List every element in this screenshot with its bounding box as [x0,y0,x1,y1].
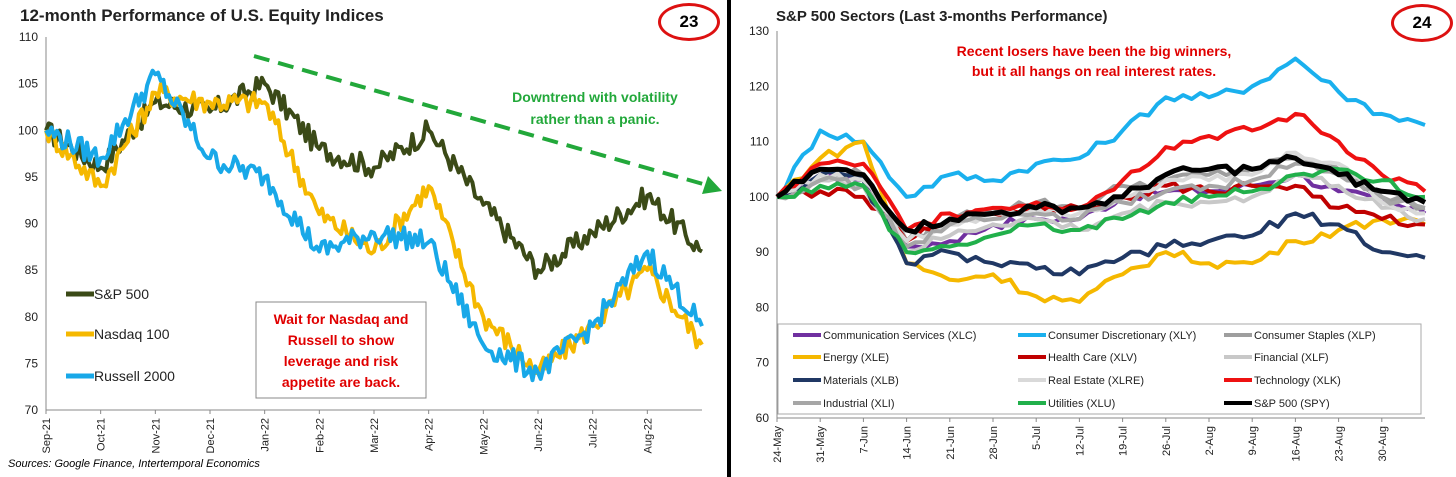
y-tick-label-60: 60 [756,411,770,425]
x-tick-label-31-may: 31-May [815,426,827,463]
y-tick-label-90: 90 [25,217,39,231]
x-tick-label-24-may: 24-May [772,426,784,463]
x-tick-label-apr-22: Apr-22 [424,418,436,451]
legend-label-communication-services-xlc: Communication Services (XLC) [823,330,976,342]
legend-label-financial-xlf: Financial (XLF) [1254,352,1329,364]
left-chart-title: 12-month Performance of U.S. Equity Indi… [20,6,384,25]
right-chart-svg: 60 70 80 90 100 110 120 130 24-May 31-May 7-Jun 14-… [749,24,1427,463]
legend-label-nasdaq-100: Nasdaq 100 [94,326,170,342]
right-chart-title: S&P 500 Sectors (Last 3-months Performan… [776,8,1108,25]
x-tick-label-23-aug: 23-Aug [1334,426,1346,461]
right-chart-panel: S&P 500 Sectors (Last 3-months Performan… [731,0,1456,477]
legend-label-industrial-xli: Industrial (XLI) [823,398,895,410]
x-tick-label-mar-22: Mar-22 [369,418,381,453]
legend-box [777,323,1422,415]
y-tick-label-110: 110 [750,135,769,149]
legend-label-materials-xlb: Materials (XLB) [823,375,899,387]
sector-annotation-line-2: but it all hangs on real interest rates. [972,63,1216,79]
annotation-box-line-1: Wait for Nasdaq and [274,311,409,327]
x-tick-label-oct-21: Oct-21 [96,418,108,451]
x-tick-label-12-jul: 12-Jul [1074,426,1086,456]
series-line-russell-2000 [44,68,704,383]
left-chart-number-badge: 23 [658,3,720,41]
sector-annotation-line-1: Recent losers have been the big winners, [957,43,1232,59]
x-tick-label-jul-22: Jul-22 [588,418,600,448]
y-tick-label-80: 80 [25,310,39,324]
legend-label-utilities-xlu: Utilities (XLU) [1048,398,1115,410]
x-tick-label-2-aug: 2-Aug [1204,426,1216,455]
x-tick-label-aug-22: Aug-22 [642,418,654,453]
x-tick-label-30-aug: 30-Aug [1377,426,1389,461]
legend-label-energy-xle: Energy (XLE) [823,352,889,364]
trend-annotation-line-1: Downtrend with volatility [512,89,678,105]
legend-label-real-estate-xlre: Real Estate (XLRE) [1048,375,1144,387]
y-tick-label-95: 95 [25,170,39,184]
x-tick-label-16-aug: 16-Aug [1290,426,1302,461]
y-tick-label-75: 75 [25,356,39,370]
legend-label-russell-2000: Russell 2000 [94,368,175,384]
series-line-consumer-discretionary-xly [775,56,1426,199]
y-tick-label-70: 70 [756,356,770,370]
series-line-technology-xlk [775,111,1427,232]
x-tick-label-28-jun: 28-Jun [988,426,1000,460]
left-chart-svg: 70 75 80 85 90 95 100 105 110 Sep-21 Oct-21 Nov-21 D… [18,30,722,455]
series-line-utilities-xlu [776,166,1426,256]
x-tick-label-sep-21: Sep-21 [41,418,53,453]
x-tick-label-19-jul: 19-Jul [1118,426,1130,456]
y-tick-label-105: 105 [18,77,38,91]
right-chart-number-badge: 24 [1391,4,1453,42]
left-chart-panel: 12-month Performance of U.S. Equity Indi… [0,0,727,477]
legend-label-s-p-500: S&P 500 [94,286,149,302]
legend-label-technology-xlk: Technology (XLK) [1254,375,1341,387]
x-tick-label-7-jun: 7-Jun [858,426,870,454]
annotation-box-line-2: Russell to show [288,332,395,348]
series-line-s-p-500 [44,75,703,280]
legend-label-consumer-staples-xlp: Consumer Staples (XLP) [1254,330,1376,342]
series-line-s-p-500-spy [775,153,1427,235]
annotation-box [255,301,427,399]
x-tick-label-21-jun: 21-Jun [945,426,957,460]
y-tick-label-100: 100 [749,190,769,204]
x-tick-label-9-aug: 9-Aug [1247,426,1259,455]
annotation-box-line-4: appetite are back. [282,374,400,390]
x-tick-label-may-22: May-22 [478,418,490,455]
y-tick-label-80: 80 [756,300,770,314]
x-tick-label-14-jun: 14-Jun [902,426,914,460]
legend-label-health-care-xlv: Health Care (XLV) [1048,352,1137,364]
x-tick-label-jan-22: Jan-22 [260,418,272,452]
y-tick-label-90: 90 [756,245,770,259]
y-tick-label-120: 120 [749,79,769,93]
x-tick-label-dec-21: Dec-21 [205,418,217,453]
x-tick-label-26-jul: 26-Jul [1161,426,1173,456]
trend-arrow-line [253,54,711,188]
source-note: Sources: Google Finance, Intertemporal E… [8,458,260,470]
y-tick-label-100: 100 [18,123,38,137]
x-tick-label-feb-22: Feb-22 [314,418,326,453]
legend-label-consumer-discretionary-xly: Consumer Discretionary (XLY) [1048,330,1196,342]
x-tick-label-nov-21: Nov-21 [150,418,162,453]
annotation-box-line-3: leverage and risk [284,353,399,369]
legend-label-s-p-500-spy: S&P 500 (SPY) [1254,398,1330,410]
trend-arrow-head [702,176,722,194]
y-tick-label-110: 110 [19,30,38,44]
y-tick-label-70: 70 [25,403,39,417]
y-tick-label-85: 85 [25,263,39,277]
x-tick-label-5-jul: 5-Jul [1031,426,1043,450]
x-tick-label-jun-22: Jun-22 [533,418,545,452]
trend-annotation-line-2: rather than a panic. [530,111,659,127]
y-tick-label-130: 130 [749,24,769,38]
